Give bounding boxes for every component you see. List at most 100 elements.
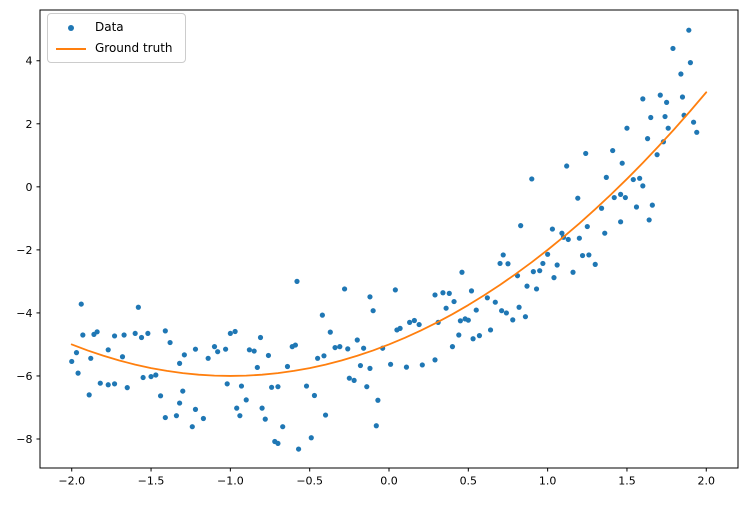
scatter-point — [603, 174, 609, 180]
scatter-point — [80, 332, 86, 338]
scatter-point — [205, 355, 211, 361]
scatter-point — [215, 349, 221, 355]
y-tick-label: −2 — [16, 244, 32, 257]
scatter-point — [265, 352, 272, 359]
scatter-point — [375, 397, 381, 403]
scatter-point — [537, 268, 543, 274]
scatter-point — [510, 317, 516, 323]
scatter-point — [294, 278, 300, 284]
x-tick-label: 1.5 — [618, 475, 636, 488]
scatter-point — [162, 414, 168, 421]
scatter-point — [189, 424, 195, 430]
scatter-point — [367, 365, 373, 371]
scatter-point — [364, 384, 370, 390]
scatter-point — [579, 252, 586, 259]
scatter-point — [602, 230, 608, 236]
legend-item-data: Data — [55, 19, 177, 36]
scatter-point — [69, 358, 75, 365]
scatter-point — [630, 176, 636, 183]
scatter-point — [111, 333, 118, 339]
scatter-point — [586, 252, 592, 258]
scatter-point — [624, 125, 630, 131]
scatter-point — [275, 440, 281, 447]
scatter-point — [637, 175, 643, 181]
scatter-point — [530, 269, 536, 275]
scatter-point — [346, 375, 352, 381]
scatter-point — [341, 286, 348, 292]
scatter-point — [259, 405, 265, 411]
scatter-point — [499, 308, 505, 314]
scatter-point — [564, 163, 570, 169]
scatter-point — [505, 261, 511, 267]
scatter-point — [94, 329, 100, 335]
scatter-point — [311, 392, 318, 399]
scatter-point — [618, 191, 624, 197]
scatter-point — [224, 381, 230, 387]
scatter-point — [177, 400, 183, 406]
scatter-point — [440, 290, 446, 296]
scatter-point — [345, 346, 351, 352]
scatter-point — [387, 361, 394, 367]
scatter-point — [275, 384, 281, 390]
x-tick-label: 0.0 — [380, 475, 398, 488]
scatter-point — [545, 251, 551, 257]
scatter-point — [529, 176, 535, 182]
scatter-point — [132, 330, 138, 337]
scatter-point — [411, 317, 417, 324]
scatter-point — [622, 194, 628, 201]
y-tick-label: −4 — [16, 307, 32, 320]
scatter-point — [223, 346, 229, 352]
scatter-point — [664, 99, 670, 105]
scatter-point — [633, 204, 640, 210]
scatter-point — [649, 202, 655, 208]
scatter-point — [533, 286, 540, 292]
scatter-point — [192, 346, 199, 352]
x-tick-label: 0.5 — [460, 475, 478, 488]
y-tick-label: 0 — [26, 181, 33, 194]
scatter-point — [551, 275, 557, 281]
scatter-point — [611, 194, 617, 201]
scatter-point — [303, 383, 310, 389]
scatter-point — [432, 292, 438, 298]
scatter-point — [86, 392, 92, 398]
scatter-point — [662, 113, 668, 120]
y-tick-label: 4 — [26, 55, 33, 68]
scatter-point — [618, 219, 624, 225]
x-tick-label: −0.5 — [296, 475, 323, 488]
scatter-point — [522, 314, 529, 320]
scatter-point — [592, 261, 598, 267]
scatter-point — [227, 330, 233, 337]
scatter-point — [105, 347, 111, 353]
scatter-point — [153, 372, 159, 378]
scatter-point — [516, 304, 522, 310]
scatter-point — [456, 332, 462, 338]
scatter-point — [105, 382, 111, 388]
scatter-point — [162, 328, 168, 334]
line-swatch — [56, 47, 86, 50]
scatter-point — [370, 308, 376, 314]
scatter-point — [232, 328, 238, 335]
scatter-point — [503, 310, 509, 316]
scatter-point — [640, 183, 646, 189]
scatter-point — [549, 226, 556, 232]
scatter-point — [565, 236, 571, 243]
scatter-point — [251, 348, 257, 354]
y-tick-label: 2 — [26, 118, 33, 131]
scatter-point — [524, 283, 530, 289]
scatter-point — [157, 393, 164, 399]
scatter-point — [269, 384, 275, 390]
scatter-point — [321, 353, 327, 359]
scatter-point — [492, 299, 498, 305]
scatter-point — [200, 415, 206, 422]
scatter-point — [173, 413, 180, 419]
scatter-point — [644, 136, 651, 142]
scatter-point — [576, 235, 582, 241]
line-sample-icon — [55, 47, 87, 50]
legend-label-ground-truth: Ground truth — [95, 41, 173, 55]
ground-truth-curve — [70, 91, 708, 377]
scatter-point — [140, 374, 146, 381]
x-tick-label: 1.0 — [539, 475, 557, 488]
x-tick-label: −1.0 — [217, 475, 244, 488]
